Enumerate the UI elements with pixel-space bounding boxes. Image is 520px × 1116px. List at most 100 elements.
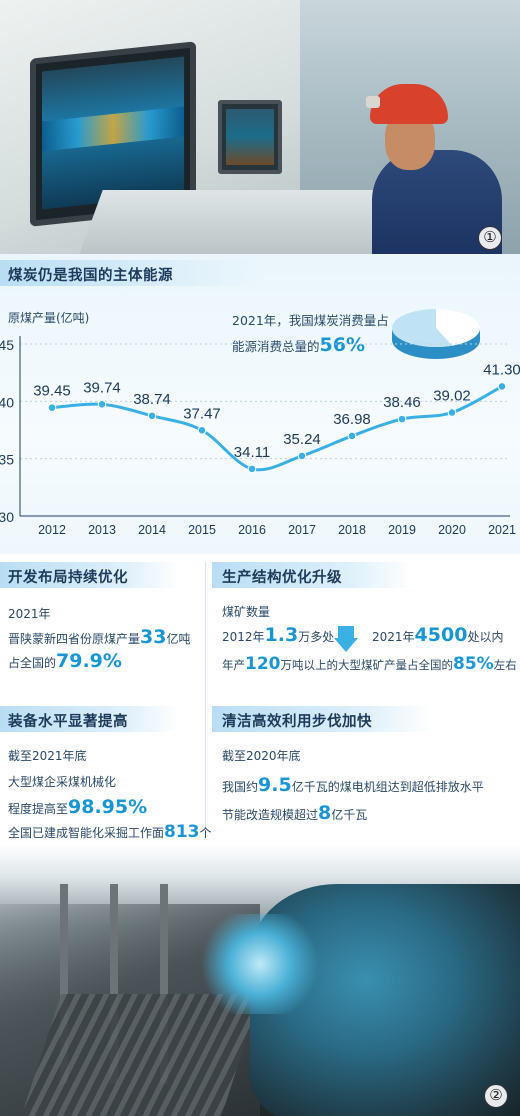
layout-line2-prefix: 晋陕蒙新四省份原煤产量 xyxy=(8,632,141,646)
x-tick-label: 2014 xyxy=(138,523,166,537)
chart-section: 煤炭仍是我国的主体能源 原煤产量(亿吨) 2021年，我国煤炭消费量占 能源消费… xyxy=(0,254,520,554)
data-point xyxy=(247,464,257,474)
equipment-heading: 装备水平显著提高 xyxy=(8,714,128,730)
x-tick-label: 2016 xyxy=(238,523,266,537)
data-label: 39.74 xyxy=(83,379,121,396)
equipment-heading-bar xyxy=(0,706,180,732)
clean-heading-bar xyxy=(212,706,432,732)
equipment-line4: 全国已建成智能化采掘工作面813个 xyxy=(8,824,212,841)
x-tick-label: 2018 xyxy=(338,523,366,537)
photo-coal-mine xyxy=(0,844,520,1116)
clean-line2-value: 9.5 xyxy=(258,774,292,796)
x-tick-label: 2013 xyxy=(88,523,116,537)
structure-right: 2021年4500处以内 xyxy=(372,626,503,645)
clean-line3-prefix: 节能改造规模超过 xyxy=(222,808,319,822)
layout-line2: 晋陕蒙新四省份原煤产量33亿吨 xyxy=(8,628,190,647)
x-tick-label: 2015 xyxy=(188,523,216,537)
data-point xyxy=(47,403,57,412)
structure-right-value: 4500 xyxy=(414,624,468,646)
clean-line2-prefix: 我国约 xyxy=(222,780,259,794)
data-label: 41.30 xyxy=(483,361,520,378)
photo-helmet-lamp xyxy=(366,96,380,108)
equipment-line3-prefix: 程度提高至 xyxy=(8,802,69,816)
clean-heading: 清洁高效利用步伐加快 xyxy=(222,714,372,730)
structure-right-prefix: 2021年 xyxy=(372,630,415,644)
data-label: 38.46 xyxy=(383,394,421,411)
equipment-line4-suffix: 个 xyxy=(199,826,212,840)
heading-bar xyxy=(0,260,260,286)
data-point xyxy=(397,414,407,424)
structure-left-value: 1.3 xyxy=(264,624,299,646)
data-label: 36.98 xyxy=(333,411,371,428)
data-label: 39.45 xyxy=(33,383,71,400)
layout-line2-suffix: 亿吨 xyxy=(166,632,191,646)
panel-divider xyxy=(205,562,206,834)
photo-monitor-small xyxy=(218,100,282,174)
pie-side xyxy=(392,328,480,359)
data-point xyxy=(97,400,107,409)
x-tick-label: 2020 xyxy=(438,523,466,537)
structure-heading: 生产结构优化升级 xyxy=(222,570,342,586)
photo-number-badge: ② xyxy=(484,1084,508,1108)
photo-number-badge: ① xyxy=(478,226,502,250)
photo-control-room: ① xyxy=(0,0,520,254)
layout-line3-value: 79.9% xyxy=(56,650,122,672)
data-label: 37.47 xyxy=(183,405,221,422)
data-label: 34.11 xyxy=(234,444,270,461)
data-point xyxy=(147,411,157,421)
structure-left-suffix: 万多处 xyxy=(298,630,335,644)
pie-note-line2: 能源消费总量的56% xyxy=(232,334,365,356)
data-point xyxy=(197,426,207,435)
x-tick-label: 2019 xyxy=(388,523,416,537)
y-tick-label: 30 xyxy=(0,509,14,525)
clean-line1: 截至2020年底 xyxy=(222,749,301,763)
x-tick-label: 2021 xyxy=(488,523,516,537)
data-point xyxy=(297,451,307,461)
clean-line3-value: 8 xyxy=(318,802,332,824)
data-label: 39.02 xyxy=(433,388,471,405)
photo-support-beam xyxy=(160,884,168,1084)
pie-note-prefix: 能源消费总量的 xyxy=(232,339,320,354)
equipment-line3: 程度提高至98.95% xyxy=(8,798,147,817)
layout-line3: 占全国的79.9% xyxy=(8,652,122,671)
photo-helmet xyxy=(370,84,448,124)
photo-support-beam xyxy=(110,884,118,1084)
equipment-line1: 截至2021年底 xyxy=(8,749,87,763)
y-tick-label: 35 xyxy=(0,452,14,468)
data-label: 35.24 xyxy=(283,431,321,448)
clean-line3: 节能改造规模超过8亿千瓦 xyxy=(222,804,367,823)
equipment-line3-value: 98.95% xyxy=(68,796,148,818)
structure-line3-suffix: 左右 xyxy=(493,658,517,672)
structure-left: 2012年1.3万多处 xyxy=(222,626,334,645)
chart-heading: 煤炭仍是我国的主体能源 xyxy=(8,268,173,284)
data-point xyxy=(447,408,457,417)
structure-line3-middle: 万吨以上的大型煤矿产量占全国的 xyxy=(280,658,454,672)
structure-line3-value2: 85% xyxy=(453,654,494,674)
pie-slice-other xyxy=(436,309,480,346)
clean-line2-suffix: 亿千瓦的煤电机组达到超低排放水平 xyxy=(291,780,484,794)
x-tick-label: 2012 xyxy=(38,523,66,537)
photo-support-beam xyxy=(60,884,68,1084)
y-axis-unit-label: 原煤产量(亿吨) xyxy=(8,311,90,325)
structure-left-prefix: 2012年 xyxy=(222,630,265,644)
pie-note-line1: 2021年，我国煤炭消费量占 xyxy=(232,313,389,328)
equipment-line4-prefix: 全国已建成智能化采掘工作面 xyxy=(8,826,165,840)
layout-year: 2021年 xyxy=(8,607,51,621)
data-point xyxy=(497,382,507,391)
series-line xyxy=(51,385,503,472)
y-tick-label: 45 xyxy=(0,337,14,353)
layout-line3-prefix: 占全国的 xyxy=(8,656,57,670)
structure-label: 煤矿数量 xyxy=(222,605,271,619)
x-tick-label: 2017 xyxy=(288,523,316,537)
data-label: 38.74 xyxy=(133,391,171,408)
structure-right-suffix: 处以内 xyxy=(467,630,504,644)
structure-heading-bar xyxy=(212,562,412,588)
y-tick-label: 40 xyxy=(0,394,14,410)
layout-line2-value: 33 xyxy=(140,626,167,648)
equipment-line4-value: 813 xyxy=(164,822,200,842)
photo-shearer xyxy=(200,914,320,1014)
data-point xyxy=(347,431,357,441)
clean-line3-suffix: 亿千瓦 xyxy=(331,808,368,822)
equipment-line2: 大型煤企采煤机械化 xyxy=(8,775,117,789)
layout-heading-bar xyxy=(0,562,180,588)
